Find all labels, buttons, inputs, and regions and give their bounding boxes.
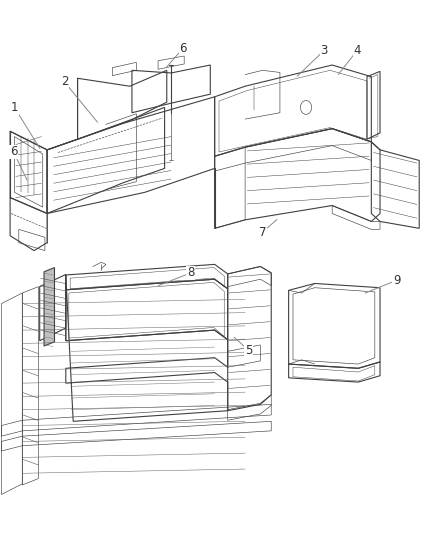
Text: 3: 3: [321, 44, 328, 56]
Text: 7: 7: [259, 225, 266, 239]
Text: 2: 2: [61, 76, 68, 88]
Polygon shape: [44, 268, 54, 346]
Text: 9: 9: [393, 274, 400, 287]
Text: 6: 6: [10, 146, 18, 158]
Text: 4: 4: [353, 44, 361, 56]
Text: 5: 5: [245, 344, 252, 357]
Text: 8: 8: [187, 266, 194, 279]
Text: 6: 6: [180, 42, 187, 54]
Text: 1: 1: [11, 101, 18, 114]
